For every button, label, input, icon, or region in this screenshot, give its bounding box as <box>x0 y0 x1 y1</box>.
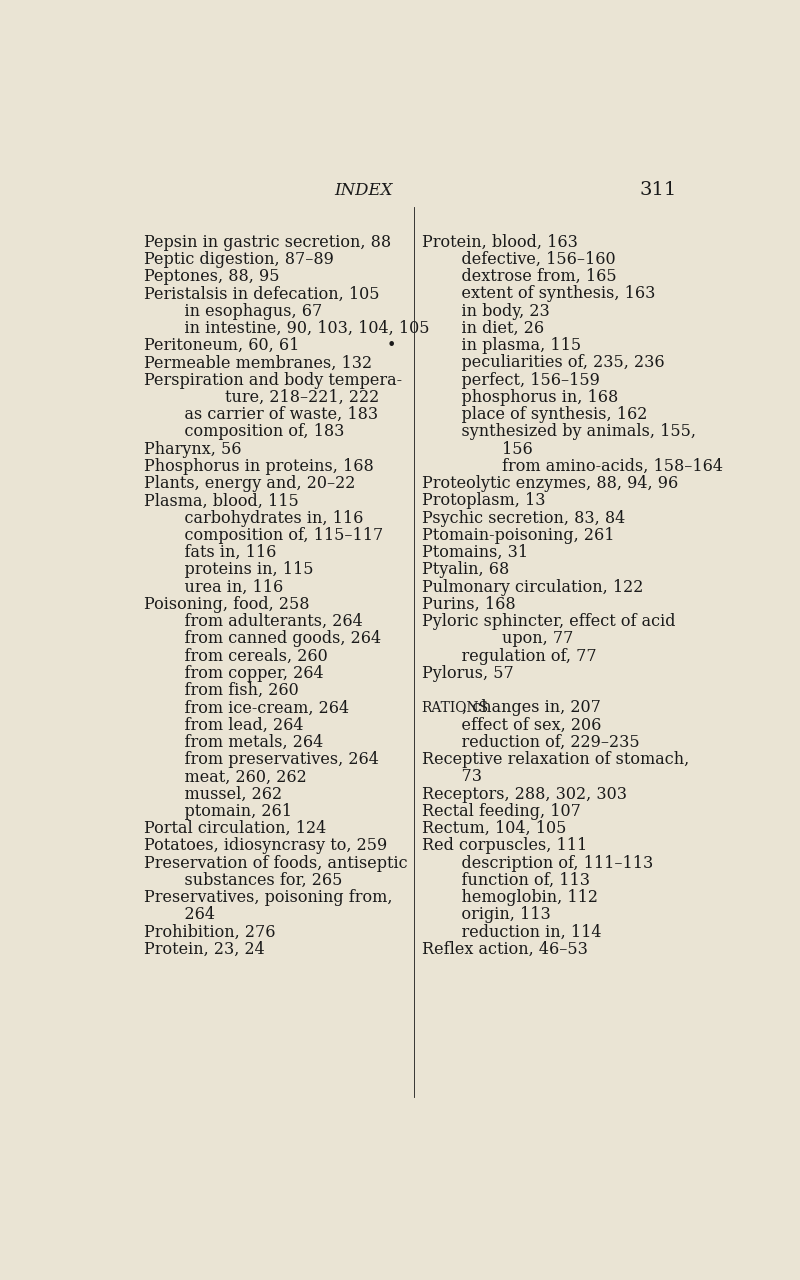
Text: in esophagus, 67: in esophagus, 67 <box>163 302 322 320</box>
Text: ptomain, 261: ptomain, 261 <box>163 803 291 819</box>
Text: reduction of, 229–235: reduction of, 229–235 <box>441 733 640 751</box>
Text: origin, 113: origin, 113 <box>441 906 550 923</box>
Text: effect of sex, 206: effect of sex, 206 <box>441 717 602 733</box>
Text: Protein, 23, 24: Protein, 23, 24 <box>144 941 265 957</box>
Text: meat, 260, 262: meat, 260, 262 <box>163 768 306 786</box>
Text: extent of synthesis, 163: extent of synthesis, 163 <box>441 285 655 302</box>
Text: Ptomains, 31: Ptomains, 31 <box>422 544 528 561</box>
Text: reduction in, 114: reduction in, 114 <box>441 924 602 941</box>
Text: fats in, 116: fats in, 116 <box>163 544 276 561</box>
Text: 264: 264 <box>163 906 214 923</box>
Text: Perspiration and body tempera-: Perspiration and body tempera- <box>144 371 402 389</box>
Text: Peptones, 88, 95: Peptones, 88, 95 <box>144 268 280 285</box>
Text: Pepsin in gastric secretion, 88: Pepsin in gastric secretion, 88 <box>144 234 391 251</box>
Text: ture, 218–221, 222: ture, 218–221, 222 <box>184 389 379 406</box>
Text: Poisoning, food, 258: Poisoning, food, 258 <box>144 596 310 613</box>
Text: Potatoes, idiosyncrasy to, 259: Potatoes, idiosyncrasy to, 259 <box>144 837 387 854</box>
Text: RATIONS: RATIONS <box>422 701 489 714</box>
Text: Peptic digestion, 87–89: Peptic digestion, 87–89 <box>144 251 334 268</box>
Text: perfect, 156–159: perfect, 156–159 <box>441 371 600 389</box>
Text: Rectal feeding, 107: Rectal feeding, 107 <box>422 803 581 819</box>
Text: Ptyalin, 68: Ptyalin, 68 <box>422 562 509 579</box>
Text: composition of, 183: composition of, 183 <box>163 424 344 440</box>
Text: regulation of, 77: regulation of, 77 <box>441 648 597 664</box>
Text: Pylorus, 57: Pylorus, 57 <box>422 664 514 682</box>
Text: Preservatives, poisoning from,: Preservatives, poisoning from, <box>144 890 393 906</box>
Text: peculiarities of, 235, 236: peculiarities of, 235, 236 <box>441 355 665 371</box>
Text: 73: 73 <box>441 768 482 786</box>
Text: phosphorus in, 168: phosphorus in, 168 <box>441 389 618 406</box>
Text: dextrose from, 165: dextrose from, 165 <box>441 268 617 285</box>
Text: upon, 77: upon, 77 <box>461 630 574 648</box>
Text: Portal circulation, 124: Portal circulation, 124 <box>144 820 326 837</box>
Text: Phosphorus in proteins, 168: Phosphorus in proteins, 168 <box>144 458 374 475</box>
Text: Receptive relaxation of stomach,: Receptive relaxation of stomach, <box>422 751 689 768</box>
Text: Proteolytic enzymes, 88, 94, 96: Proteolytic enzymes, 88, 94, 96 <box>422 475 678 492</box>
Text: Pharynx, 56: Pharynx, 56 <box>144 440 242 458</box>
Text: Rectum, 104, 105: Rectum, 104, 105 <box>422 820 566 837</box>
Text: from lead, 264: from lead, 264 <box>163 717 303 733</box>
Text: Red corpuscles, 111: Red corpuscles, 111 <box>422 837 587 854</box>
Text: INDEX: INDEX <box>334 182 393 198</box>
Text: Preservation of foods, antiseptic: Preservation of foods, antiseptic <box>144 855 408 872</box>
Text: Purins, 168: Purins, 168 <box>422 596 515 613</box>
Text: place of synthesis, 162: place of synthesis, 162 <box>441 406 647 424</box>
Text: from metals, 264: from metals, 264 <box>163 733 323 751</box>
Text: defective, 156–160: defective, 156–160 <box>441 251 616 268</box>
Text: from adulterants, 264: from adulterants, 264 <box>163 613 362 630</box>
Text: from cereals, 260: from cereals, 260 <box>163 648 327 664</box>
Text: urea in, 116: urea in, 116 <box>163 579 283 595</box>
Text: Permeable membranes, 132: Permeable membranes, 132 <box>144 355 372 371</box>
Text: Pyloric sphincter, effect of acid: Pyloric sphincter, effect of acid <box>422 613 675 630</box>
Text: Plasma, blood, 115: Plasma, blood, 115 <box>144 493 299 509</box>
Text: Peristalsis in defecation, 105: Peristalsis in defecation, 105 <box>144 285 380 302</box>
Text: Receptors, 288, 302, 303: Receptors, 288, 302, 303 <box>422 786 626 803</box>
Text: in diet, 26: in diet, 26 <box>441 320 544 337</box>
Text: Prohibition, 276: Prohibition, 276 <box>144 924 276 941</box>
Text: synthesized by animals, 155,: synthesized by animals, 155, <box>441 424 696 440</box>
Text: in intestine, 90, 103, 104, 105: in intestine, 90, 103, 104, 105 <box>163 320 429 337</box>
Text: from amino-acids, 158–164: from amino-acids, 158–164 <box>461 458 723 475</box>
Text: from canned goods, 264: from canned goods, 264 <box>163 630 381 648</box>
Text: function of, 113: function of, 113 <box>441 872 590 888</box>
Text: Peritoneum, 60, 61: Peritoneum, 60, 61 <box>144 337 299 355</box>
Text: proteins in, 115: proteins in, 115 <box>163 562 313 579</box>
Text: hemoglobin, 112: hemoglobin, 112 <box>441 890 598 906</box>
Text: in body, 23: in body, 23 <box>441 302 550 320</box>
Text: composition of, 115–117: composition of, 115–117 <box>163 527 383 544</box>
Text: 311: 311 <box>639 180 677 200</box>
Text: •: • <box>386 337 396 355</box>
Text: from ice-cream, 264: from ice-cream, 264 <box>163 699 349 717</box>
Text: Protein, blood, 163: Protein, blood, 163 <box>422 234 578 251</box>
Text: from copper, 264: from copper, 264 <box>163 664 323 682</box>
Text: Pulmonary circulation, 122: Pulmonary circulation, 122 <box>422 579 643 595</box>
Text: from fish, 260: from fish, 260 <box>163 682 298 699</box>
Text: carbohydrates in, 116: carbohydrates in, 116 <box>163 509 363 526</box>
Text: as carrier of waste, 183: as carrier of waste, 183 <box>163 406 378 424</box>
Text: substances for, 265: substances for, 265 <box>163 872 342 888</box>
Text: Reflex action, 46–53: Reflex action, 46–53 <box>422 941 587 957</box>
Text: mussel, 262: mussel, 262 <box>163 786 282 803</box>
Text: in plasma, 115: in plasma, 115 <box>441 337 581 355</box>
Text: Psychic secretion, 83, 84: Psychic secretion, 83, 84 <box>422 509 625 526</box>
Text: 156: 156 <box>461 440 533 458</box>
Text: Plants, energy and, 20–22: Plants, energy and, 20–22 <box>144 475 355 492</box>
Text: Protoplasm, 13: Protoplasm, 13 <box>422 493 545 509</box>
Text: Ptomain-poisoning, 261: Ptomain-poisoning, 261 <box>422 527 614 544</box>
Text: description of, 111–113: description of, 111–113 <box>441 855 654 872</box>
Text: from preservatives, 264: from preservatives, 264 <box>163 751 378 768</box>
Text: , changes in, 207: , changes in, 207 <box>462 699 601 717</box>
